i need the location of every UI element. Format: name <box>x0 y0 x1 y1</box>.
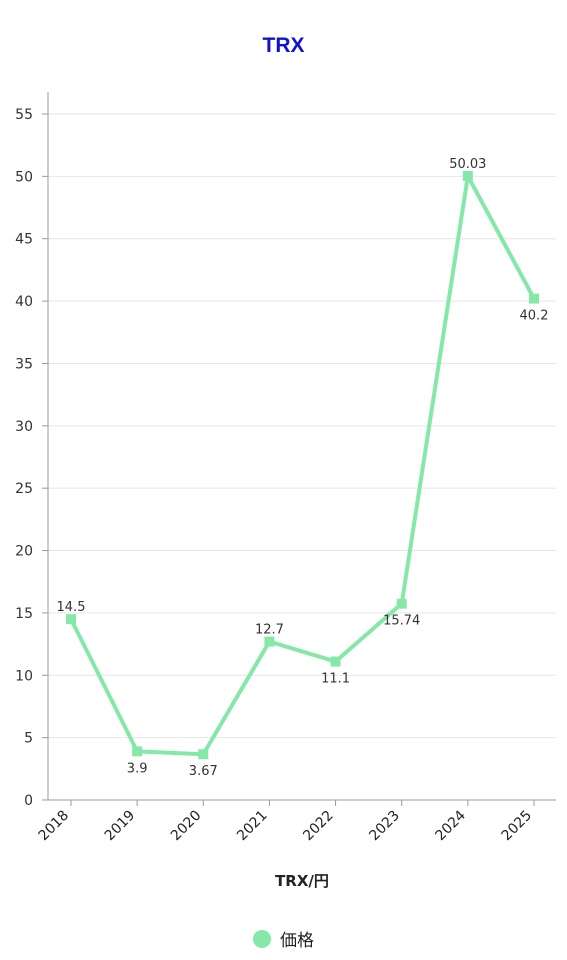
legend[interactable]: 価格 <box>0 926 567 951</box>
data-label: 12.7 <box>255 623 284 638</box>
data-label: 3.9 <box>127 761 148 776</box>
data-label: 3.67 <box>189 764 218 779</box>
x-tick-label: 2023 <box>366 808 403 845</box>
y-tick-label: 55 <box>15 107 33 123</box>
data-point-marker <box>264 636 275 647</box>
x-axis-ticks: 2018 2019 2020 2021 2022 2023 2024 2025 <box>36 800 536 845</box>
data-point-marker <box>462 170 473 181</box>
x-tick-label: 2020 <box>168 808 205 845</box>
data-point-marker <box>66 614 76 625</box>
y-tick-label: 30 <box>15 419 33 435</box>
data-point-marker <box>132 746 143 757</box>
x-tick-label: 2019 <box>102 808 139 845</box>
y-tick-label: 5 <box>24 731 33 747</box>
y-tick-label: 15 <box>15 606 33 622</box>
data-label: 11.1 <box>321 672 350 687</box>
y-tick-label: 0 <box>24 793 33 809</box>
y-tick-label: 25 <box>15 481 33 497</box>
series-layer <box>66 170 539 760</box>
data-label: 40.2 <box>520 309 549 324</box>
data-label: 50.03 <box>449 157 486 172</box>
data-label: 15.74 <box>383 614 420 629</box>
x-tick-label: 2024 <box>433 807 470 844</box>
chart-title: TRX <box>262 34 305 57</box>
data-label: 14.5 <box>57 600 86 615</box>
series-line <box>69 173 536 757</box>
x-tick-label: 2025 <box>499 808 536 845</box>
x-tick-label: 2018 <box>36 808 73 845</box>
data-point-marker <box>198 749 209 760</box>
y-tick-label: 40 <box>15 294 33 310</box>
legend-label: 価格 <box>280 931 314 951</box>
y-tick-label: 35 <box>15 356 33 372</box>
x-tick-label: 2021 <box>234 808 271 845</box>
axes <box>47 92 556 801</box>
x-tick-label: 2022 <box>300 808 337 845</box>
legend-swatch-icon <box>253 929 271 948</box>
data-labels: 14.5 3.9 3.67 12.7 11.1 15.74 50.03 40.2 <box>57 157 549 779</box>
y-tick-label: 45 <box>15 232 33 248</box>
y-axis-ticks: 0 5 10 15 20 25 30 35 40 45 50 55 <box>15 107 48 809</box>
data-point-marker <box>330 656 341 667</box>
y-tick-label: 50 <box>15 169 33 185</box>
gridlines <box>48 113 556 739</box>
data-point-marker <box>396 598 407 609</box>
data-point-marker <box>529 293 539 304</box>
y-tick-label: 10 <box>15 668 33 684</box>
y-tick-label: 20 <box>15 544 33 560</box>
x-axis-label: TRX/円 <box>275 872 329 890</box>
